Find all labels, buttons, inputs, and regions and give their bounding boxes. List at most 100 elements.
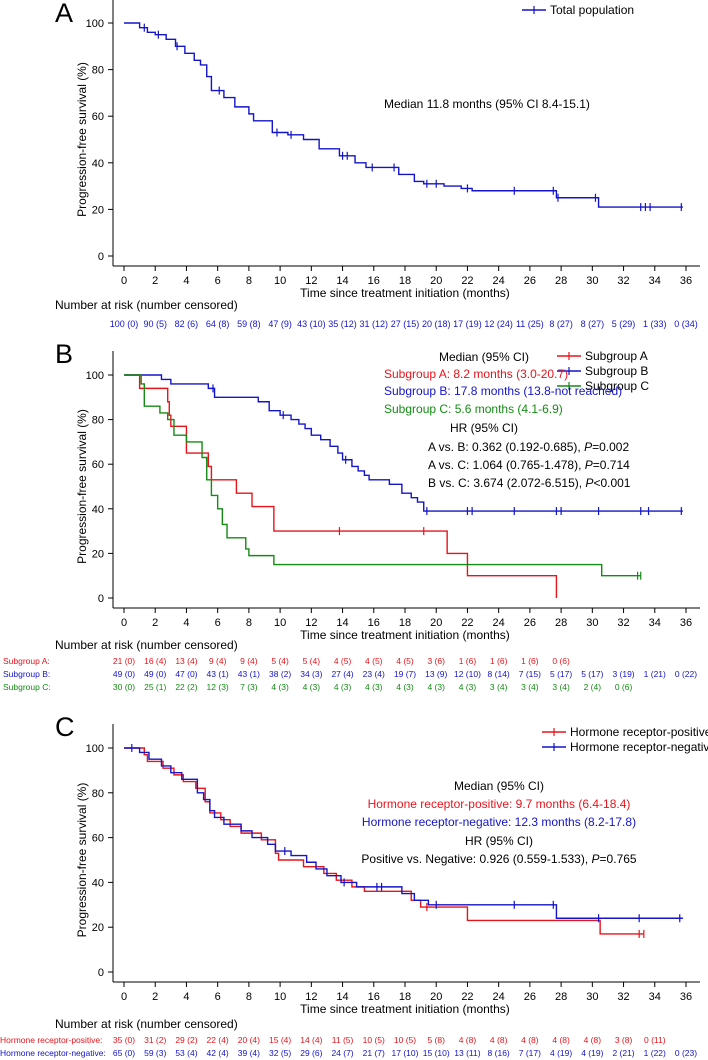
- risk-cell: 8 (27): [549, 319, 573, 329]
- risk-cell: 29 (6): [300, 1048, 322, 1058]
- x-tick-label: 34: [649, 617, 661, 629]
- x-tick-label: 30: [586, 617, 598, 629]
- y-tick-label: 0: [98, 593, 104, 605]
- risk-cell: 12 (24): [484, 319, 513, 329]
- risk-cell: 4 (3): [271, 682, 289, 692]
- risk-cell: 59 (3): [144, 1048, 166, 1058]
- risk-row-label: Hormone receptor-negative:: [0, 1048, 106, 1058]
- x-tick-label: 32: [617, 991, 629, 1003]
- x-tick-label: 34: [649, 275, 661, 287]
- risk-cell: 7 (15): [519, 669, 541, 679]
- risk-cell: 5 (4): [303, 656, 321, 666]
- risk-cell: 38 (2): [269, 669, 291, 679]
- risk-cell: 1 (33): [643, 319, 667, 329]
- km-curve-total-population: [124, 22, 683, 208]
- x-tick-label: 0: [121, 275, 127, 287]
- km-curve-subgroup-b: [124, 374, 683, 512]
- risk-cell: 34 (3): [300, 669, 322, 679]
- risk-cell: 3 (19): [612, 669, 634, 679]
- legend-label: Subgroup B: [585, 364, 648, 378]
- y-tick-label: 80: [92, 65, 104, 77]
- annotation: HR (95% CI): [465, 834, 533, 848]
- x-axis-label: Time since treatment initiation (months): [300, 628, 510, 642]
- risk-cell: 8 (27): [581, 319, 605, 329]
- risk-cell: 4 (3): [365, 682, 383, 692]
- x-tick-label: 4: [183, 275, 189, 287]
- risk-row-label: Hormone receptor-positive:: [0, 1035, 103, 1045]
- y-tick-label: 100: [86, 18, 104, 30]
- risk-cell: 0 (6): [552, 656, 570, 666]
- risk-cell: 64 (8): [206, 319, 230, 329]
- km-curve-subgroup-a: [124, 374, 558, 598]
- x-tick-label: 28: [555, 275, 567, 287]
- risk-cell: 0 (34): [674, 319, 698, 329]
- risk-cell: 65 (0): [113, 1048, 135, 1058]
- y-tick-label: 20: [92, 548, 104, 560]
- risk-cell: 13 (4): [175, 656, 197, 666]
- annotation-text: Subgroup B: 17.8 months (13.8-not reache…: [384, 384, 622, 398]
- risk-cell: 7 (3): [240, 682, 258, 692]
- x-tick-label: 28: [555, 991, 567, 1003]
- legend-entry: Total population: [522, 3, 634, 17]
- risk-cell: 43 (1): [207, 669, 229, 679]
- x-tick-label: 8: [246, 275, 252, 287]
- x-tick-label: 16: [368, 991, 380, 1003]
- annotation: Median 11.8 months (95% CI 8.4-15.1): [384, 97, 590, 111]
- km-curve-hormone-receptor-negative: [124, 747, 683, 919]
- annotation: B vs. C: 3.674 (2.072-6.515), P<0.001: [428, 476, 631, 490]
- annotation-text: Median (95% CI): [439, 350, 529, 364]
- risk-cell: 49 (0): [113, 669, 135, 679]
- risk-cell: 22 (2): [175, 682, 197, 692]
- y-tick-label: 60: [92, 833, 104, 845]
- risk-cell: 1 (6): [490, 656, 508, 666]
- annotation: Median (95% CI): [454, 779, 544, 793]
- y-tick-label: 20: [92, 922, 104, 934]
- risk-cell: 47 (9): [268, 319, 292, 329]
- y-tick-label: 100: [86, 743, 104, 755]
- annotation: A vs. C: 1.064 (0.765-1.478), P=0.714: [428, 458, 630, 472]
- risk-cell: 30 (0): [113, 682, 135, 692]
- risk-cell: 0 (11): [644, 1035, 666, 1045]
- annotation-text: Subgroup C: 5.6 months (4.1-6.9): [384, 402, 563, 416]
- risk-table-header: Number at risk (number censored): [55, 1017, 238, 1031]
- risk-cell: 29 (2): [175, 1035, 197, 1045]
- annotation-text: Hormone receptor-positive: 9.7 months (6…: [368, 797, 631, 811]
- x-tick-label: 0: [121, 991, 127, 1003]
- risk-cell: 4 (5): [365, 656, 383, 666]
- risk-cell: 4 (3): [334, 682, 352, 692]
- annotation: Hormone receptor-negative: 12.3 months (…: [362, 815, 636, 829]
- risk-cell: 0 (23): [675, 1048, 697, 1058]
- annotation-p-symbol: P: [592, 852, 600, 866]
- risk-cell: 100 (0): [110, 319, 139, 329]
- x-tick-label: 10: [274, 275, 286, 287]
- risk-cell: 43 (10): [297, 319, 326, 329]
- annotation: Positive vs. Negative: 0.926 (0.559-1.53…: [361, 852, 637, 866]
- annotation-text: Hormone receptor-negative: 12.3 months (…: [362, 815, 636, 829]
- annotation-p-symbol: P: [585, 458, 593, 472]
- y-axis-label: Progression-free survival (%): [75, 783, 89, 938]
- risk-cell: 23 (4): [363, 669, 385, 679]
- risk-cell: 4 (3): [427, 682, 445, 692]
- x-tick-label: 6: [215, 275, 221, 287]
- y-tick-label: 60: [92, 459, 104, 471]
- risk-cell: 17 (19): [453, 319, 482, 329]
- risk-cell: 10 (5): [394, 1035, 416, 1045]
- x-tick-label: 2: [152, 617, 158, 629]
- risk-table-header: Number at risk (number censored): [55, 298, 238, 312]
- risk-cell: 3 (4): [552, 682, 570, 692]
- risk-cell: 4 (5): [334, 656, 352, 666]
- annotation: Hormone receptor-positive: 9.7 months (6…: [368, 797, 631, 811]
- x-tick-label: 20: [430, 991, 442, 1003]
- x-tick-label: 12: [305, 275, 317, 287]
- risk-cell: 4 (5): [396, 656, 414, 666]
- risk-cell: 31 (2): [144, 1035, 166, 1045]
- annotation-text: Median (95% CI): [454, 779, 544, 793]
- legend-entry: Hormone receptor-positive: [542, 725, 708, 739]
- x-tick-label: 28: [555, 617, 567, 629]
- x-tick-label: 30: [586, 275, 598, 287]
- x-tick-label: 4: [183, 617, 189, 629]
- risk-cell: 53 (4): [175, 1048, 197, 1058]
